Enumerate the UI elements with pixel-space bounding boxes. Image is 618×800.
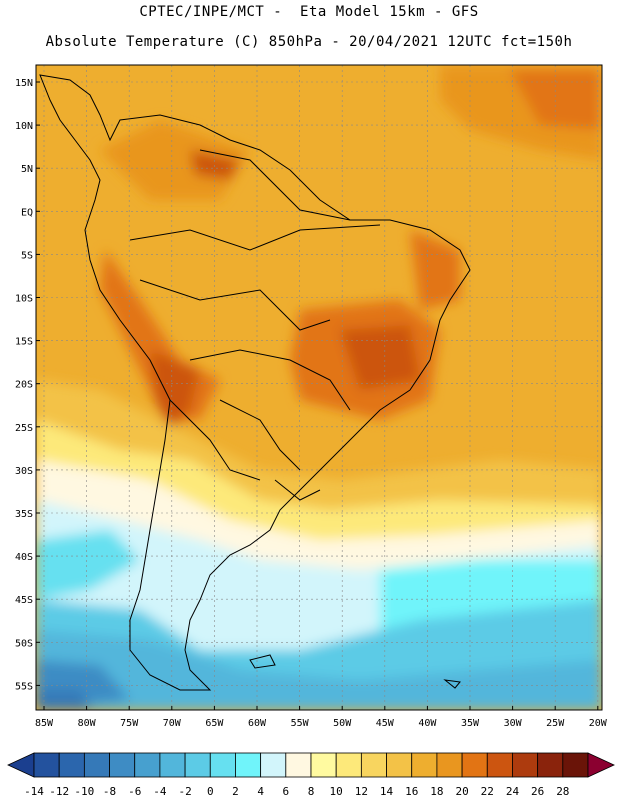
colorbar-tick-label: 2: [232, 785, 239, 798]
lat-label: 10S: [15, 294, 33, 305]
colorbar-box: [360, 752, 387, 778]
colorbar-box: [562, 752, 589, 778]
lon-label: 40W: [418, 718, 437, 729]
colorbar-right-arrow: [587, 752, 615, 778]
colorbar-box: [209, 752, 236, 778]
colorbar-tick-label: 28: [556, 785, 569, 798]
colorbar-box: [512, 752, 539, 778]
lon-label: 25W: [546, 718, 565, 729]
colorbar-tick-label: -8: [103, 785, 116, 798]
lat-label: 5N: [21, 164, 33, 175]
colorbar-tick-label: -10: [74, 785, 94, 798]
latitude-labels: 15N 10N 5N EQ 5S 10S 15S 20S 25S 30S 35S 40S 45S 50S 5…: [15, 78, 40, 692]
colorbar-box: [260, 752, 287, 778]
colorbar-tick-label: 26: [531, 785, 544, 798]
colorbar-box: [83, 752, 110, 778]
colorbar-tick-label: 0: [207, 785, 214, 798]
lat-label: 10N: [15, 121, 33, 132]
colorbar-box: [58, 752, 85, 778]
lat-lon-grid: [36, 65, 602, 710]
colorbar-tick-label: 18: [430, 785, 443, 798]
colorbar-box: [436, 752, 463, 778]
lat-label: EQ: [21, 207, 33, 218]
colorbar-box: [184, 752, 211, 778]
colorbar-tick-label: -4: [153, 785, 167, 798]
lon-label: 65W: [205, 718, 224, 729]
lat-label: 20S: [15, 380, 33, 391]
colorbar-tick-label: -6: [128, 785, 141, 798]
lon-label: 55W: [291, 718, 310, 729]
lon-label: 85W: [35, 718, 54, 729]
longitude-labels: 85W 80W 75W 70W 65W 60W 55W 50W 45W 40W 35W 30W 25W 2…: [35, 706, 608, 729]
lon-label: 75W: [120, 718, 139, 729]
lon-label: 80W: [78, 718, 97, 729]
lon-label: 70W: [163, 718, 182, 729]
map-frame: [35, 64, 603, 711]
colorbar-box: [310, 752, 337, 778]
colorbar-tick-label: -14: [24, 785, 44, 798]
colorbar-tick-label: 14: [380, 785, 394, 798]
lon-label: 20W: [589, 718, 608, 729]
lat-label: 35S: [15, 509, 33, 520]
colorbar-box: [461, 752, 488, 778]
colorbar-box: [411, 752, 438, 778]
colorbar-box: [235, 752, 262, 778]
colorbar-box: [159, 752, 186, 778]
coastlines: [39, 74, 471, 691]
lat-label: 55S: [15, 681, 33, 692]
lat-label: 30S: [15, 466, 33, 477]
map-title: CPTEC/INPE/MCT - Eta Model 15km - GFS: [139, 4, 479, 20]
colorbar-box: [285, 752, 312, 778]
lat-label: 15N: [15, 78, 33, 89]
colorbar-tick-label: 12: [355, 785, 368, 798]
lon-label: 50W: [333, 718, 352, 729]
lon-label: 35W: [461, 718, 480, 729]
colorbar-tick-label: 24: [506, 785, 520, 798]
colorbar-box: [335, 752, 362, 778]
colorbar-tick-label: 16: [405, 785, 418, 798]
colorbar-box: [486, 752, 513, 778]
colorbar-box: [33, 752, 60, 778]
map-subtitle: Absolute Temperature (C) 850hPa - 20/04/…: [45, 34, 573, 50]
lat-label: 40S: [15, 552, 33, 563]
lon-label: 60W: [248, 718, 267, 729]
lat-label: 15S: [15, 337, 33, 348]
colorbar-box: [109, 752, 136, 778]
lon-label: 45W: [376, 718, 395, 729]
lat-label: 25S: [15, 423, 33, 434]
colorbar-box: [537, 752, 564, 778]
colorbar-tick-label: 8: [308, 785, 315, 798]
lat-label: 50S: [15, 638, 33, 649]
colorbar-tick-label: 6: [283, 785, 290, 798]
colorbar-box: [386, 752, 413, 778]
colorbar-tick-label: 22: [481, 785, 494, 798]
temperature-field: [36, 65, 602, 710]
colorbar-tick-label: -12: [49, 785, 69, 798]
colorbar-labels: -14 -12 -10 -8 -6 -4 -2 0 2 4 6 8 10 12 14 16 18 20 22 24 26…: [24, 785, 569, 798]
colorbar-tick-label: -2: [178, 785, 191, 798]
lat-label: 45S: [15, 595, 33, 606]
colorbar-tick-label: 10: [330, 785, 343, 798]
lon-label: 30W: [504, 718, 523, 729]
colorbar-left-arrow: [7, 752, 35, 778]
lat-label: 5S: [21, 250, 33, 261]
colorbar: [7, 752, 615, 778]
colorbar-box: [134, 752, 161, 778]
colorbar-tick-label: 20: [455, 785, 468, 798]
colorbar-tick-label: 4: [257, 785, 264, 798]
